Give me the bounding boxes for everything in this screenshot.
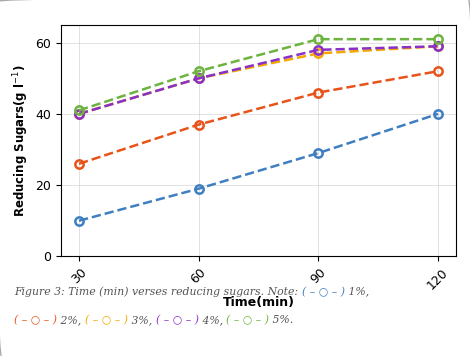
Text: Figure 3: Time (min) verses reducing sugars. Note:: Figure 3: Time (min) verses reducing sug…	[14, 287, 302, 297]
Text: ( – ○ – ): ( – ○ – )	[14, 315, 57, 325]
Text: 5%.: 5%.	[269, 315, 294, 325]
Text: ( – ○ – ): ( – ○ – )	[227, 315, 269, 325]
X-axis label: Time(min): Time(min)	[222, 296, 295, 309]
Text: ( – ○ – ): ( – ○ – )	[302, 287, 345, 297]
Text: 3%,: 3%,	[128, 315, 156, 325]
Y-axis label: Reducing Sugars(g l$^{-1}$): Reducing Sugars(g l$^{-1}$)	[12, 64, 31, 217]
Text: ( – ○ – ): ( – ○ – )	[156, 315, 199, 325]
Text: ( – ○ – ): ( – ○ – )	[85, 315, 128, 325]
Text: 2%,: 2%,	[57, 315, 85, 325]
Text: 1%,: 1%,	[345, 287, 369, 297]
Text: 4%,: 4%,	[199, 315, 227, 325]
